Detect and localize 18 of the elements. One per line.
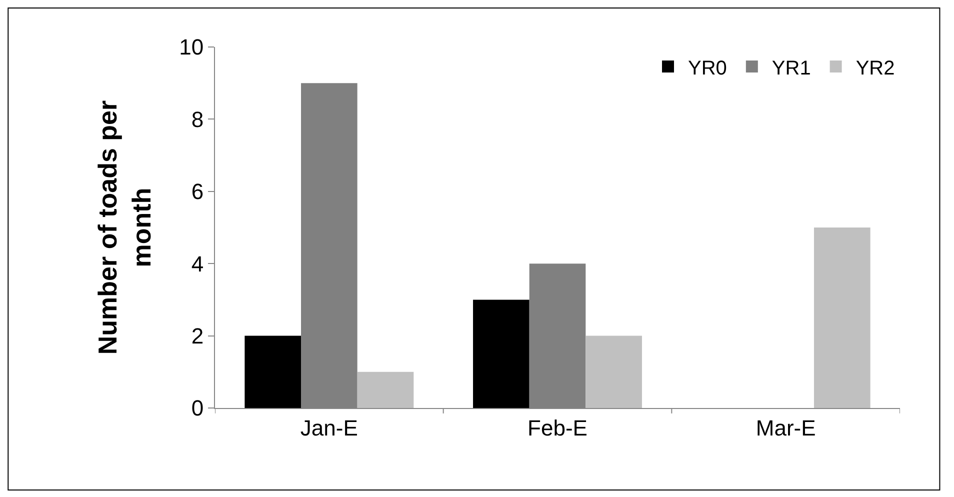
x-tick-label: Mar-E [756, 415, 816, 440]
y-tick-label: 10 [179, 34, 204, 60]
legend-label: YR2 [856, 57, 895, 80]
legend-label: YR0 [688, 57, 727, 80]
y-tick-label: 2 [191, 324, 204, 348]
bar [357, 372, 414, 408]
y-axis-title: Number of toads per month [92, 100, 157, 355]
y-tick-label: 8 [191, 106, 204, 132]
x-tick-label: Feb-E [528, 415, 588, 440]
bar [814, 228, 870, 408]
bar [244, 336, 302, 408]
bar [473, 300, 530, 408]
y-tick-label: 4 [191, 251, 204, 276]
x-tick-label: Jan-E [300, 415, 358, 440]
y-tick-label: 6 [191, 179, 204, 204]
legend-label: YR1 [772, 57, 811, 80]
y-tick-label: 0 [191, 396, 204, 421]
bar [586, 336, 642, 408]
